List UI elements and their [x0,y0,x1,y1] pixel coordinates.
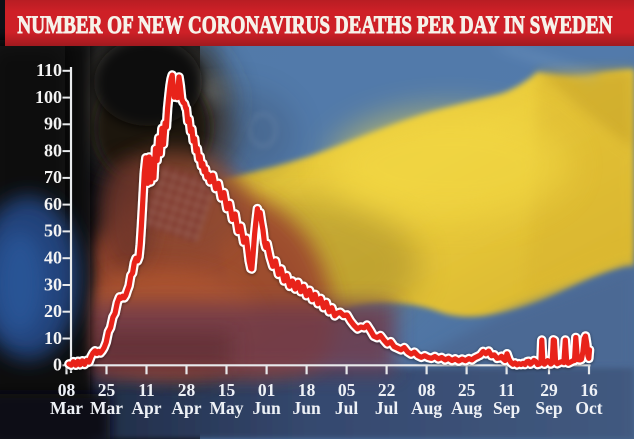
svg-text:01: 01 [258,380,276,400]
svg-text:05: 05 [338,380,356,400]
svg-text:May: May [209,398,243,418]
svg-text:15: 15 [218,380,236,400]
svg-text:110: 110 [36,60,62,80]
svg-text:70: 70 [44,167,62,187]
svg-text:40: 40 [44,248,62,268]
svg-text:10: 10 [44,328,62,348]
svg-text:30: 30 [44,274,62,294]
svg-text:Mar: Mar [50,398,83,418]
svg-text:80: 80 [44,140,62,160]
svg-text:16: 16 [580,380,598,400]
svg-text:90: 90 [44,114,62,134]
svg-text:Apr: Apr [131,398,161,418]
svg-text:0: 0 [53,355,62,375]
svg-text:Oct: Oct [575,398,602,418]
svg-text:100: 100 [35,87,62,107]
svg-text:18: 18 [298,380,316,400]
svg-text:08: 08 [418,380,436,400]
svg-text:25: 25 [458,380,476,400]
svg-text:11: 11 [498,380,515,400]
svg-text:25: 25 [98,380,116,400]
svg-text:Aug: Aug [451,398,482,418]
svg-text:28: 28 [178,380,196,400]
svg-text:Mar: Mar [90,398,123,418]
svg-text:Aug: Aug [411,398,442,418]
svg-text:20: 20 [44,301,62,321]
svg-text:Jul: Jul [335,398,358,418]
svg-text:11: 11 [138,380,155,400]
svg-text:08: 08 [58,380,76,400]
svg-text:22: 22 [378,380,396,400]
svg-text:Sep: Sep [493,398,521,418]
svg-text:Apr: Apr [171,398,201,418]
svg-text:Jun: Jun [252,398,280,418]
svg-text:Jun: Jun [292,398,320,418]
svg-text:Jul: Jul [375,398,398,418]
svg-text:50: 50 [44,221,62,241]
svg-text:29: 29 [540,380,558,400]
svg-text:60: 60 [44,194,62,214]
svg-text:Sep: Sep [535,398,563,418]
